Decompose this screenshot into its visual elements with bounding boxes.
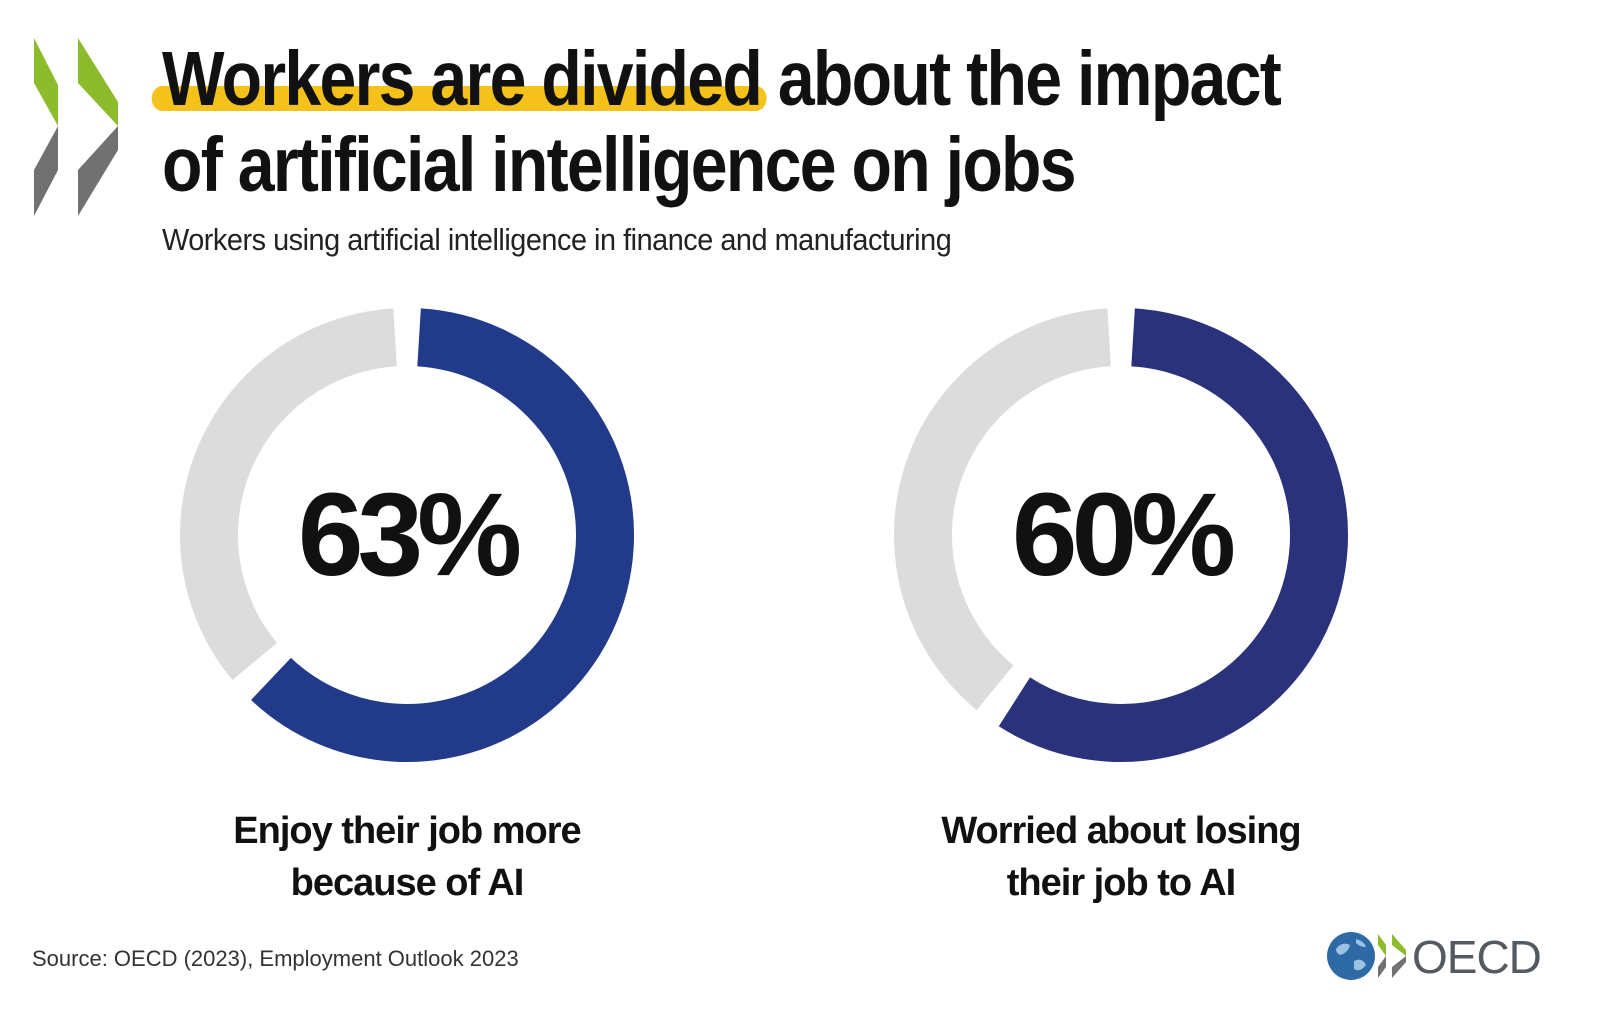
donut-1-caption-line2: because of AI	[290, 862, 525, 904]
title-highlight: Workers are divided	[162, 36, 763, 122]
donut-2-value-arc	[894, 308, 1348, 762]
oecd-globe-icon	[1327, 932, 1375, 980]
donut-1-value-arc	[180, 308, 634, 762]
page-title: Workers are divided about the impact of …	[162, 36, 1349, 208]
donut-1-svg	[179, 308, 634, 762]
oecd-logo-text: OECD	[1412, 931, 1542, 983]
donut-1-caption: Enjoy their job more because of AI	[147, 805, 667, 909]
donut-2-caption-line1: Worried about losing	[941, 810, 1301, 852]
donut-chart-worried: 60%	[886, 300, 1356, 770]
title-line1-rest: about the impact	[777, 36, 1282, 122]
donut-2-caption: Worried about losing their job to AI	[861, 805, 1381, 909]
donut-1-value-label: 63%	[297, 469, 522, 601]
donut-1-remainder-arc	[179, 308, 634, 762]
donut-2-caption-line2: their job to AI	[1006, 862, 1236, 904]
oecd-chevron-mark-icon	[34, 38, 118, 216]
donut-chart-enjoy: 63%	[172, 300, 642, 770]
donut-2-svg	[894, 308, 1348, 762]
title-line2: of artificial intelligence on jobs	[162, 122, 1077, 208]
oecd-logo-chevron-icon	[1378, 934, 1406, 978]
chart-subtitle: Workers using artificial intelligence in…	[162, 222, 952, 257]
source-note: Source: OECD (2023), Employment Outlook …	[32, 946, 519, 971]
donut-1-caption-line1: Enjoy their job more	[233, 810, 581, 852]
donut-2-value-label: 60%	[1011, 469, 1236, 601]
